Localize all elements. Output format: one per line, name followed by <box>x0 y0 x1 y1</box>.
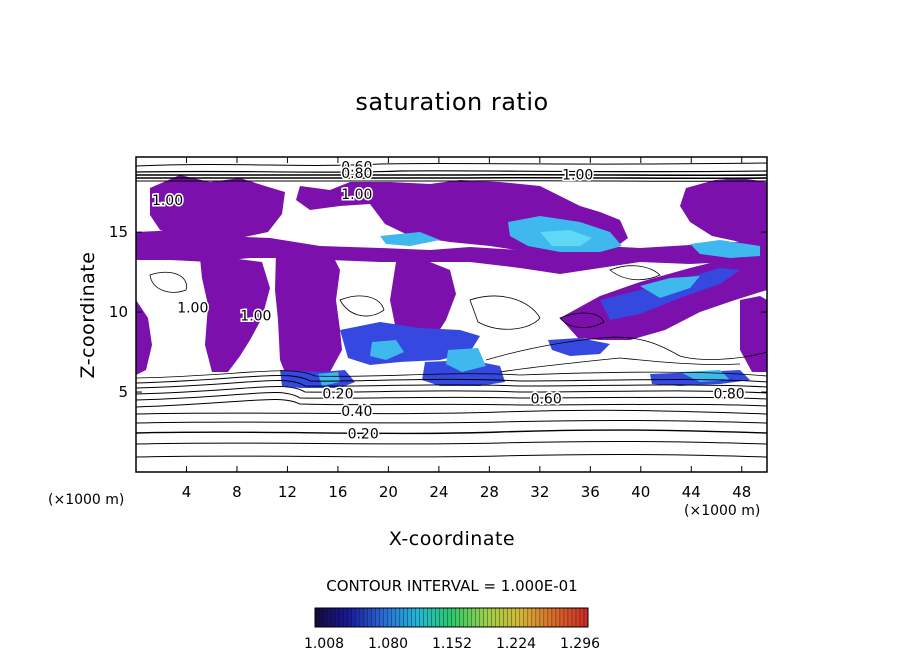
x-axis-label: X-coordinate <box>388 528 516 550</box>
contour-label: 1.00 <box>341 187 372 203</box>
x-tick-label: 20 <box>379 483 398 501</box>
x-tick-label: 8 <box>232 483 242 501</box>
colorbar-tick-label: 1.080 <box>368 636 408 652</box>
colorbar-tick-label: 1.008 <box>304 636 344 652</box>
plot-frame <box>135 156 768 473</box>
x-tick-label: 48 <box>732 483 751 501</box>
x-unit-label-left: (×1000 m) <box>48 492 125 508</box>
colorbar-tick-label: 1.152 <box>432 636 472 652</box>
y-axis-ticks: 5 10 15 <box>109 223 767 401</box>
contour-labels: 0.200.400.20 0.60 0.800.600.801.001.001.00… <box>150 158 746 444</box>
x-tick-label: 40 <box>631 483 650 501</box>
contour-label: 0.20 <box>322 387 353 403</box>
saturation-field <box>136 175 767 388</box>
contour-label: 1.00 <box>240 308 271 324</box>
x-axis-ticks: 4 8 12 16 20 24 28 32 36 40 44 48 <box>182 157 751 501</box>
x-tick-label: 28 <box>480 483 499 501</box>
x-tick-label: 12 <box>278 483 297 501</box>
x-tick-label: 36 <box>581 483 600 501</box>
y-tick-label: 15 <box>109 223 128 241</box>
y-tick-label: 10 <box>109 303 128 321</box>
colorbar: 1.008 1.080 1.152 1.224 1.296 <box>304 607 600 652</box>
x-tick-label: 4 <box>182 483 192 501</box>
contour-label: 0.40 <box>341 404 372 420</box>
x-tick-label: 24 <box>429 483 448 501</box>
contour-interval-note: CONTOUR INTERVAL = 1.000E-01 <box>326 577 578 595</box>
contour-label: 0.60 <box>531 391 562 407</box>
x-unit-label-right: (×1000 m) <box>684 503 761 519</box>
y-tick-label: 5 <box>118 383 128 401</box>
contour-lines <box>136 162 767 458</box>
contour-label: 1.00 <box>562 168 593 184</box>
x-tick-label: 16 <box>328 483 347 501</box>
colorbar-tick-label: 1.224 <box>496 636 536 652</box>
contour-label: 0.20 <box>348 427 379 443</box>
contour-label: 1.00 <box>152 193 183 209</box>
contour-label: 0.60 <box>341 160 372 176</box>
x-tick-label: 32 <box>530 483 549 501</box>
contour-label: 1.00 <box>177 300 208 316</box>
colorbar-tick-label: 1.296 <box>560 636 600 652</box>
contour-label: 0.80 <box>714 387 745 403</box>
contour-label: 0.80 <box>341 166 372 182</box>
chart-title: saturation ratio <box>355 88 549 116</box>
x-tick-label: 44 <box>682 483 701 501</box>
